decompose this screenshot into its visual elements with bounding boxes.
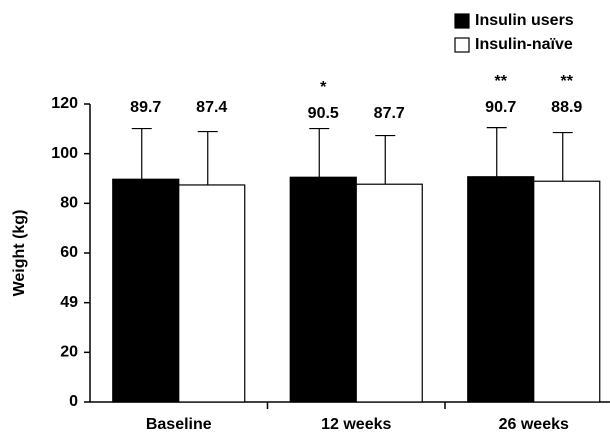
bar [355,183,423,403]
bar [289,176,357,403]
legend-swatch [454,13,470,29]
legend-swatch [454,37,470,53]
y-tick-label: 100 [51,145,78,162]
y-tick-label: 120 [51,95,78,112]
y-tick-label: 80 [60,195,78,212]
significance-label: ** [495,73,508,90]
x-tick-label: 26 weeks [499,416,569,433]
y-tick-label: 49 [60,294,78,311]
legend-label: Insulin-naïve [475,36,573,53]
bar [467,176,535,403]
bar [533,180,601,403]
y-tick-label: 60 [60,244,78,261]
value-label: 89.7 [130,99,161,116]
significance-label: * [320,79,327,96]
y-axis-title: Weight (kg) [11,210,28,297]
value-label: 87.7 [374,105,405,122]
legend-label: Insulin users [475,12,574,29]
x-tick-label: 12 weeks [321,416,391,433]
significance-label: ** [561,73,574,90]
value-label: 90.7 [485,99,516,116]
bar [178,184,246,403]
y-tick-label: 0 [69,393,78,410]
y-tick-label: 20 [60,344,78,361]
value-label: 90.5 [308,105,339,122]
x-tick-label: Baseline [146,416,212,433]
value-label: 87.4 [196,99,227,116]
bar [112,178,180,403]
value-label: 88.9 [551,99,582,116]
